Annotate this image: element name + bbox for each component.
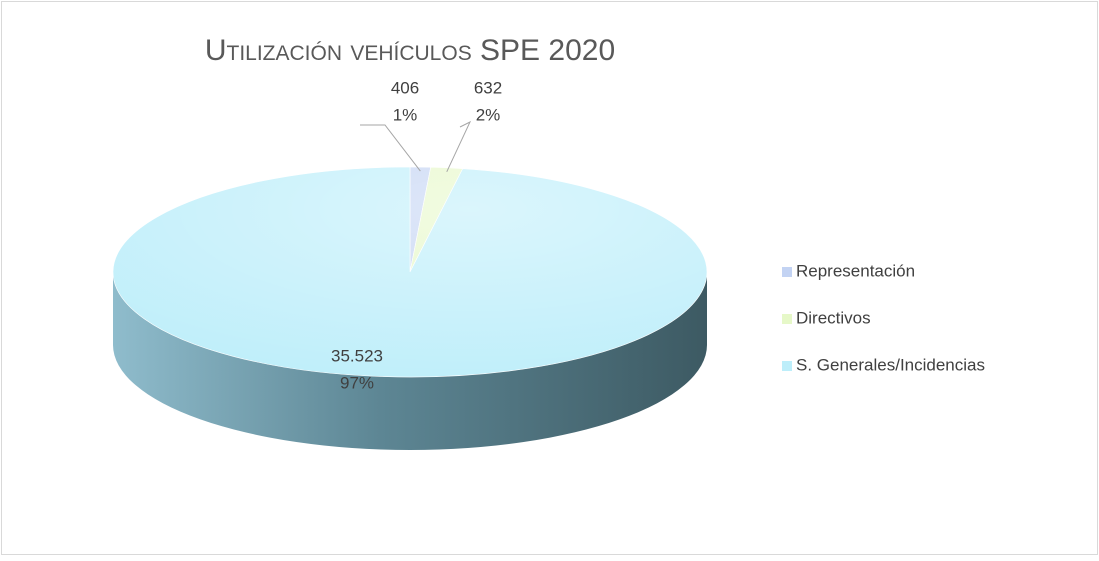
legend-swatch bbox=[782, 314, 792, 324]
pie-slice bbox=[112, 166, 708, 378]
legend-swatch bbox=[782, 267, 792, 277]
legend-label: S. Generales/Incidencias bbox=[796, 355, 985, 374]
legend-label: Directivos bbox=[796, 308, 871, 327]
leader-line bbox=[360, 124, 421, 172]
chart-title: Utilización vehículos SPE 2020 bbox=[205, 34, 615, 67]
legend-swatch bbox=[782, 361, 792, 371]
data-label-percent: 97% bbox=[340, 373, 374, 392]
data-label-value: 406 bbox=[391, 78, 419, 97]
data-label-value: 632 bbox=[474, 78, 502, 97]
leader-line bbox=[446, 120, 472, 173]
data-label-value: 35.523 bbox=[331, 346, 383, 365]
legend: Representación Directivos S. Generales/Inc… bbox=[782, 261, 985, 374]
pie-side bbox=[113, 272, 707, 450]
pie bbox=[112, 166, 708, 450]
data-labels: 406 1% 632 2% 35.523 97% bbox=[331, 78, 502, 392]
legend-label: Representación bbox=[796, 261, 915, 280]
data-label-percent: 2% bbox=[476, 105, 501, 124]
data-label-percent: 1% bbox=[393, 105, 418, 124]
